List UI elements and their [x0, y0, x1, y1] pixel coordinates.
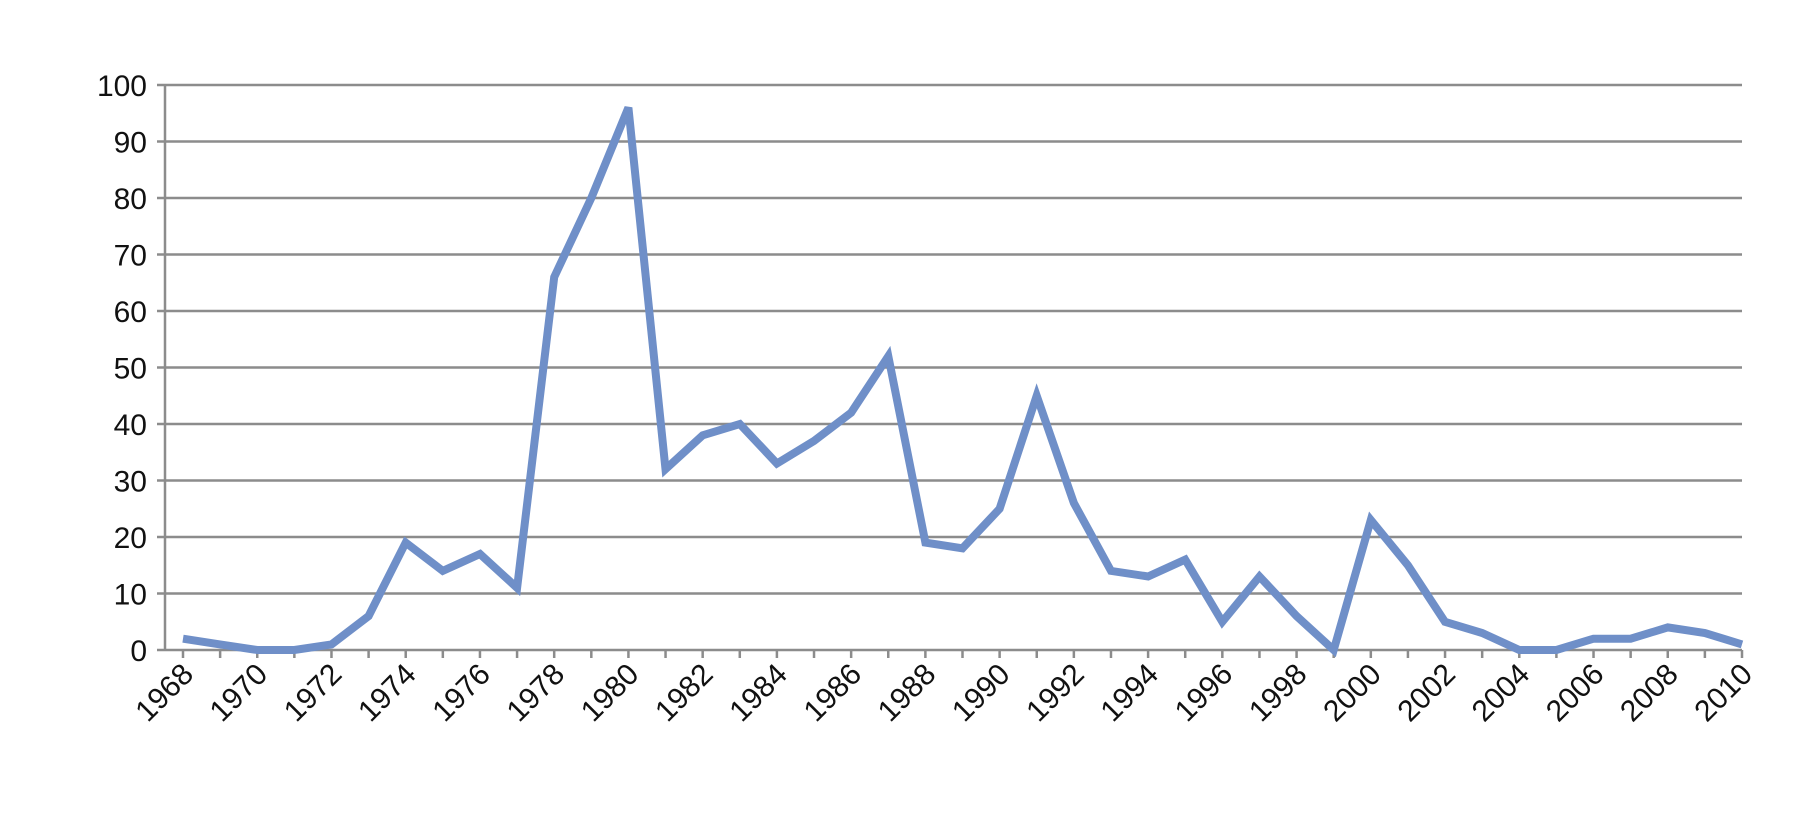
y-tick-label-30: 30	[114, 466, 147, 499]
series-layer	[182, 106, 1744, 658]
x-tick-label-1988: 1988	[872, 658, 943, 729]
x-tick-label-2010: 2010	[1688, 658, 1759, 729]
x-tick-label-2002: 2002	[1391, 658, 1462, 729]
x-tick-label-1974: 1974	[352, 658, 423, 729]
y-tick-label-80: 80	[114, 183, 147, 216]
y-tick-label-90: 90	[114, 127, 147, 160]
series-line-0	[182, 106, 1744, 658]
x-tick-label-1994: 1994	[1095, 658, 1166, 729]
x-tick-labels: 1968 1970 1972 1974 1976 1978 1980 1982 1984 1986…	[129, 658, 1759, 729]
x-tick-label-2008: 2008	[1614, 658, 1685, 729]
y-tick-labels: 0 10 20 30 40 50 60 70 80 90 100	[97, 70, 147, 668]
grid-layer	[165, 83, 1742, 595]
y-tick-label-0: 0	[130, 635, 147, 668]
x-tick-label-1978: 1978	[501, 658, 572, 729]
y-tick-label-40: 40	[114, 409, 147, 442]
x-tick-label-1992: 1992	[1020, 658, 1091, 729]
x-tick-label-1984: 1984	[723, 658, 794, 729]
x-tick-label-1972: 1972	[278, 658, 349, 729]
y-tick-label-60: 60	[114, 296, 147, 329]
x-tick-label-1968: 1968	[129, 658, 200, 729]
x-tick-label-1996: 1996	[1169, 658, 1240, 729]
x-tick-label-1976: 1976	[426, 658, 497, 729]
x-tick-label-2000: 2000	[1317, 658, 1388, 729]
y-tick-label-20: 20	[114, 522, 147, 555]
x-tick-label-1990: 1990	[946, 658, 1017, 729]
x-tick-label-1982: 1982	[649, 658, 720, 729]
x-tick-label-1986: 1986	[798, 658, 869, 729]
x-tick-label-1970: 1970	[204, 658, 275, 729]
x-tick-label-2004: 2004	[1466, 658, 1537, 729]
x-tick-label-2006: 2006	[1540, 658, 1611, 729]
y-tick-label-50: 50	[114, 353, 147, 386]
x-tick-label-1980: 1980	[575, 658, 646, 729]
x-tick-label-1998: 1998	[1243, 658, 1314, 729]
y-tick-label-70: 70	[114, 240, 147, 273]
y-tick-label-10: 10	[114, 579, 147, 612]
y-tick-label-100: 100	[97, 70, 147, 103]
